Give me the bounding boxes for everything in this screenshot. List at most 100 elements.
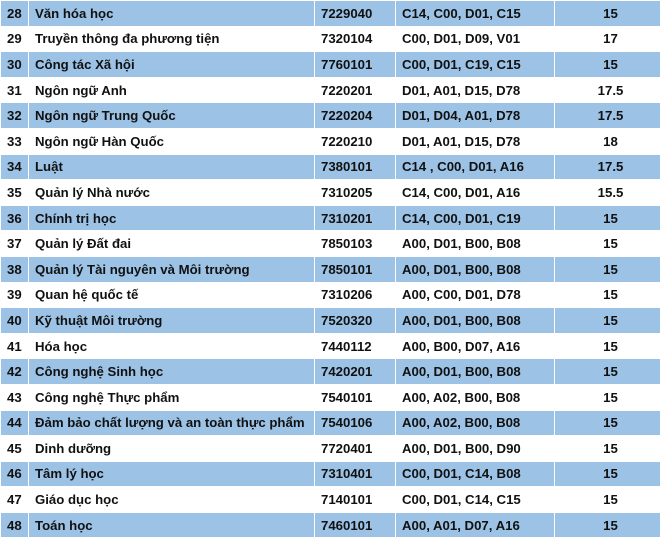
major-code-cell: 7220201 bbox=[314, 76, 396, 104]
row-number-cell: 41 bbox=[0, 332, 29, 360]
subject-combination-cell: A00, D01, B00, B08 bbox=[395, 255, 555, 283]
cutoff-score-cell: 15 bbox=[554, 460, 660, 488]
cutoff-score-cell: 15 bbox=[554, 307, 660, 334]
row-number-cell: 34 bbox=[0, 153, 29, 181]
cutoff-score-cell: 17.5 bbox=[554, 153, 660, 181]
cutoff-score-cell: 15 bbox=[554, 383, 660, 411]
row-number-cell: 44 bbox=[0, 409, 29, 437]
major-code-cell: 7540106 bbox=[314, 409, 396, 437]
table-row: 40 Kỹ thuật Môi trường 7520320 A00, D01, B0… bbox=[0, 307, 660, 334]
subject-combination-cell: A00, A02, B00, B08 bbox=[395, 409, 555, 437]
major-name-cell: Quản lý Đất đai bbox=[28, 230, 315, 257]
cutoff-score-cell: 15 bbox=[554, 204, 660, 232]
subject-combination-cell: C00, D01, C14, C15 bbox=[395, 486, 555, 513]
major-code-cell: 7140101 bbox=[314, 486, 396, 513]
table-row: 42 Công nghệ Sinh học 7420201 A00, D01, B00… bbox=[0, 358, 660, 385]
table-row: 32 Ngôn ngữ Trung Quốc 7220204 D01, D04, A0… bbox=[0, 102, 660, 129]
cutoff-score-cell: 15 bbox=[554, 358, 660, 385]
table-row: 33 Ngôn ngữ Hàn Quốc 7220210 D01, A01, D15,… bbox=[0, 127, 660, 155]
admissions-table: 28 Văn hóa học 7229040 C14, C00, D01, C15 15… bbox=[0, 0, 660, 539]
major-name-cell: Ngôn ngữ Anh bbox=[28, 76, 315, 104]
cutoff-score-cell: 15 bbox=[554, 332, 660, 360]
table-row: 41 Hóa học 7440112 A00, B00, D07, A16 15 bbox=[0, 332, 660, 360]
subject-combination-cell: C14, C00, D01, A16 bbox=[395, 179, 555, 206]
major-name-cell: Dinh dưỡng bbox=[28, 435, 315, 462]
subject-combination-cell: C14, C00, D01, C19 bbox=[395, 204, 555, 232]
subject-combination-cell: C14, C00, D01, C15 bbox=[395, 0, 555, 27]
major-name-cell: Công tác Xã hội bbox=[28, 51, 315, 78]
table-row: 38 Quản lý Tài nguyên và Môi trường 785010… bbox=[0, 255, 660, 283]
major-name-cell: Công nghệ Thực phẩm bbox=[28, 383, 315, 411]
row-number-cell: 37 bbox=[0, 230, 29, 257]
subject-combination-cell: A00, B00, D07, A16 bbox=[395, 332, 555, 360]
major-code-cell: 7420201 bbox=[314, 358, 396, 385]
major-name-cell: Chính trị học bbox=[28, 204, 315, 232]
major-code-cell: 7320104 bbox=[314, 25, 396, 53]
subject-combination-cell: D01, A01, D15, D78 bbox=[395, 76, 555, 104]
row-number-cell: 32 bbox=[0, 102, 29, 129]
major-name-cell: Toán học bbox=[28, 511, 315, 539]
cutoff-score-cell: 18 bbox=[554, 127, 660, 155]
major-name-cell: Ngôn ngữ Trung Quốc bbox=[28, 102, 315, 129]
cutoff-score-cell: 15 bbox=[554, 51, 660, 78]
cutoff-score-cell: 15 bbox=[554, 281, 660, 309]
table-row: 43 Công nghệ Thực phẩm 7540101 A00, A02, B0… bbox=[0, 383, 660, 411]
row-number-cell: 36 bbox=[0, 204, 29, 232]
table-row: 35 Quản lý Nhà nước 7310205 C14, C00, D01, … bbox=[0, 179, 660, 206]
table-row: 48 Toán học 7460101 A00, A01, D07, A16 15 bbox=[0, 511, 660, 539]
subject-combination-cell: A00, A01, D07, A16 bbox=[395, 511, 555, 539]
major-code-cell: 7310206 bbox=[314, 281, 396, 309]
major-code-cell: 7850101 bbox=[314, 255, 396, 283]
row-number-cell: 45 bbox=[0, 435, 29, 462]
row-number-cell: 38 bbox=[0, 255, 29, 283]
table-row: 30 Công tác Xã hội 7760101 C00, D01, C19, C… bbox=[0, 51, 660, 78]
row-number-cell: 42 bbox=[0, 358, 29, 385]
major-name-cell: Tâm lý học bbox=[28, 460, 315, 488]
table-row: 47 Giáo dục học 7140101 C00, D01, C14, C15 1… bbox=[0, 486, 660, 513]
table-row: 36 Chính trị học 7310201 C14, C00, D01, C19… bbox=[0, 204, 660, 232]
row-number-cell: 48 bbox=[0, 511, 29, 539]
subject-combination-cell: A00, D01, B00, B08 bbox=[395, 230, 555, 257]
row-number-cell: 33 bbox=[0, 127, 29, 155]
subject-combination-cell: A00, D01, B00, B08 bbox=[395, 307, 555, 334]
table-row: 37 Quản lý Đất đai 7850103 A00, D01, B00, B… bbox=[0, 230, 660, 257]
major-name-cell: Truyền thông đa phương tiện bbox=[28, 25, 315, 53]
row-number-cell: 46 bbox=[0, 460, 29, 488]
cutoff-score-cell: 17 bbox=[554, 25, 660, 53]
cutoff-score-cell: 15 bbox=[554, 486, 660, 513]
major-name-cell: Văn hóa học bbox=[28, 0, 315, 27]
table-row: 34 Luật 7380101 C14 , C00, D01, A16 17.5 bbox=[0, 153, 660, 181]
row-number-cell: 30 bbox=[0, 51, 29, 78]
major-code-cell: 7460101 bbox=[314, 511, 396, 539]
subject-combination-cell: D01, A01, D15, D78 bbox=[395, 127, 555, 155]
cutoff-score-cell: 15 bbox=[554, 230, 660, 257]
major-name-cell: Ngôn ngữ Hàn Quốc bbox=[28, 127, 315, 155]
table-row: 46 Tâm lý học 7310401 C00, D01, C14, B08 15 bbox=[0, 460, 660, 488]
major-name-cell: Quản lý Tài nguyên và Môi trường bbox=[28, 255, 315, 283]
row-number-cell: 28 bbox=[0, 0, 29, 27]
major-code-cell: 7850103 bbox=[314, 230, 396, 257]
cutoff-score-cell: 17.5 bbox=[554, 102, 660, 129]
table-row: 44 Đảm bảo chất lượng và an toàn thực phẩ… bbox=[0, 409, 660, 437]
row-number-cell: 39 bbox=[0, 281, 29, 309]
table-body: 28 Văn hóa học 7229040 C14, C00, D01, C15 15… bbox=[0, 0, 660, 539]
major-code-cell: 7310205 bbox=[314, 179, 396, 206]
subject-combination-cell: D01, D04, A01, D78 bbox=[395, 102, 555, 129]
major-code-cell: 7440112 bbox=[314, 332, 396, 360]
major-name-cell: Kỹ thuật Môi trường bbox=[28, 307, 315, 334]
major-code-cell: 7220210 bbox=[314, 127, 396, 155]
major-name-cell: Hóa học bbox=[28, 332, 315, 360]
major-code-cell: 7310201 bbox=[314, 204, 396, 232]
table-row: 45 Dinh dưỡng 7720401 A00, D01, B00, D90 15 bbox=[0, 435, 660, 462]
major-name-cell: Luật bbox=[28, 153, 315, 181]
major-name-cell: Quản lý Nhà nước bbox=[28, 179, 315, 206]
major-name-cell: Giáo dục học bbox=[28, 486, 315, 513]
subject-combination-cell: A00, A02, B00, B08 bbox=[395, 383, 555, 411]
major-code-cell: 7760101 bbox=[314, 51, 396, 78]
table-row: 31 Ngôn ngữ Anh 7220201 D01, A01, D15, D78 1… bbox=[0, 76, 660, 104]
subject-combination-cell: A00, D01, B00, B08 bbox=[395, 358, 555, 385]
row-number-cell: 31 bbox=[0, 76, 29, 104]
row-number-cell: 35 bbox=[0, 179, 29, 206]
table-row: 39 Quan hệ quốc tế 7310206 A00, C00, D01, D… bbox=[0, 281, 660, 309]
cutoff-score-cell: 15.5 bbox=[554, 179, 660, 206]
